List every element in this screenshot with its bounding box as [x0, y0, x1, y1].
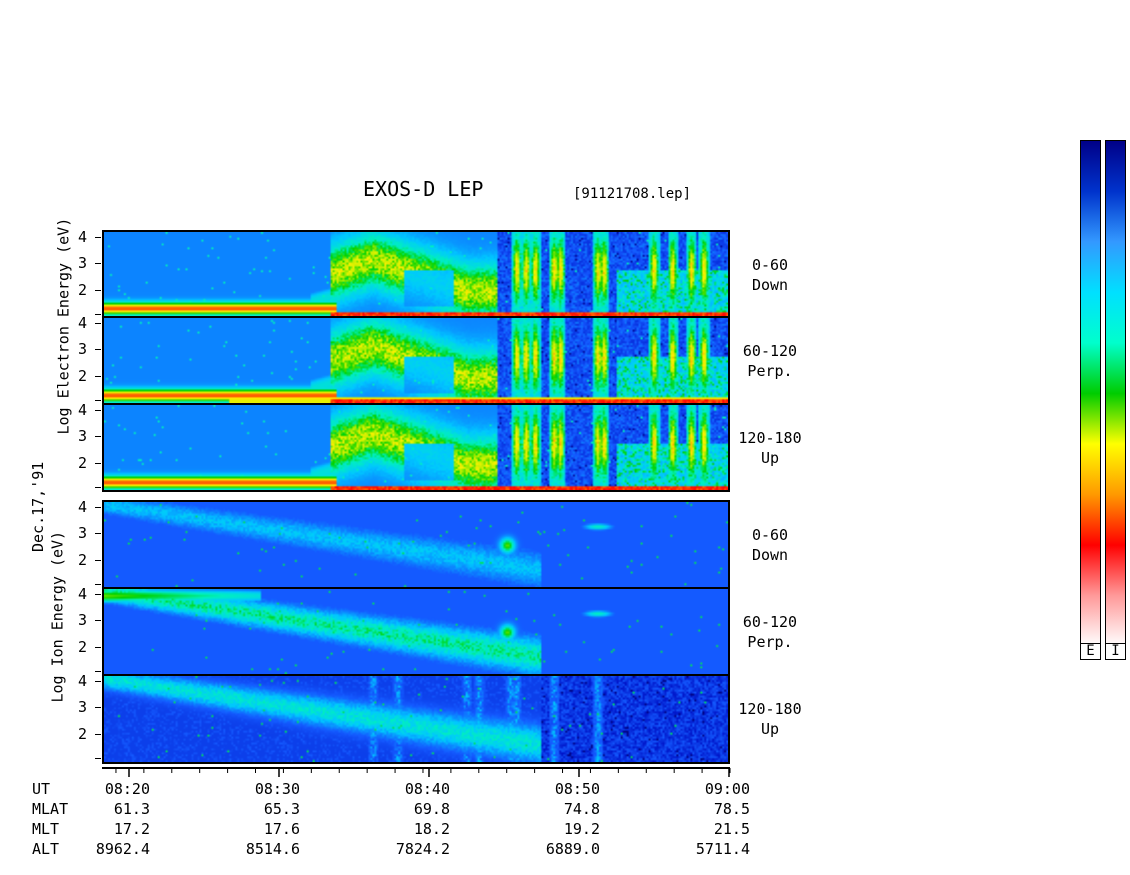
- y-tick-mark: [95, 620, 101, 621]
- panel-direction-label: Up: [760, 720, 780, 738]
- orbit-value: 6889.0: [545, 840, 600, 858]
- panel-direction-label: Down: [751, 546, 789, 564]
- orbit-value: 7824.2: [395, 840, 450, 858]
- panel-ion-up: [102, 674, 730, 764]
- y-tick-label: 4: [78, 314, 88, 332]
- y-tick-label: 4: [78, 228, 88, 246]
- y-tick-mark: [95, 263, 101, 264]
- y-tick-label: 3: [78, 698, 88, 716]
- y-tick-mark: [95, 758, 101, 759]
- y-tick-mark: [95, 584, 101, 585]
- orbit-value: 78.5: [713, 800, 750, 818]
- orbit-value: 61.3: [113, 800, 150, 818]
- orbit-value: 69.8: [413, 800, 450, 818]
- colorbar-electron: [1080, 140, 1101, 647]
- y-tick-label: 4: [78, 401, 88, 419]
- y-tick-mark: [95, 314, 101, 315]
- orbit-value: 08:30: [254, 780, 300, 798]
- y-tick-label: 2: [78, 551, 88, 569]
- orbit-row-label: ALT: [32, 840, 60, 858]
- y-tick-label: 2: [78, 281, 88, 299]
- y-tick-label: 2: [78, 367, 88, 385]
- orbit-value: 8962.4: [95, 840, 150, 858]
- panel-direction-label: Perp.: [747, 362, 793, 380]
- panel-ion-down: [102, 500, 730, 589]
- y-tick-mark: [95, 349, 101, 350]
- y-tick-label: 3: [78, 427, 88, 445]
- y-tick-mark: [95, 463, 101, 464]
- spectrogram-electron-perp: [104, 318, 728, 403]
- file-name: [91121708.lep]: [573, 186, 692, 202]
- chart-title: EXOS-D LEP: [363, 177, 484, 201]
- panel-angle-label: 120-180: [738, 700, 802, 718]
- y-tick-mark: [95, 410, 101, 411]
- y-tick-mark: [95, 734, 101, 735]
- spectrogram-electron-down: [104, 232, 728, 316]
- colorbar-ion-label: I: [1105, 643, 1126, 660]
- orbit-value: 08:20: [104, 780, 150, 798]
- orbit-value: 8514.6: [245, 840, 300, 858]
- panel-direction-label: Down: [751, 276, 789, 294]
- y-tick-label: 3: [78, 524, 88, 542]
- y-tick-mark: [95, 533, 101, 534]
- orbit-value: 5711.4: [695, 840, 750, 858]
- orbit-value: 74.8: [563, 800, 600, 818]
- panel-electron-up: [102, 403, 730, 492]
- panel-angle-label: 60-120: [742, 613, 798, 631]
- y-tick-label: 4: [78, 498, 88, 516]
- y-tick-label: 3: [78, 340, 88, 358]
- y-tick-label: 4: [78, 585, 88, 603]
- orbit-value: 08:40: [404, 780, 450, 798]
- spectrogram-ion-perp: [104, 589, 728, 674]
- orbit-value: 17.6: [263, 820, 300, 838]
- orbit-value: 09:00: [704, 780, 750, 798]
- y-tick-label: 2: [78, 725, 88, 743]
- spectrogram-ion-down: [104, 502, 728, 587]
- orbit-row-label: MLAT: [32, 800, 69, 818]
- spectrogram-electron-up: [104, 405, 728, 490]
- orbit-value: 21.5: [713, 820, 750, 838]
- y-tick-mark: [95, 647, 101, 648]
- y-tick-mark: [95, 594, 101, 595]
- y-tick-mark: [95, 560, 101, 561]
- y-tick-label: 2: [78, 454, 88, 472]
- spectrogram-ion-up: [104, 676, 728, 762]
- panel-direction-label: Perp.: [747, 633, 793, 651]
- y-tick-label: 4: [78, 672, 88, 690]
- y-tick-mark: [95, 237, 101, 238]
- y-tick-mark: [95, 376, 101, 377]
- y-tick-mark: [95, 436, 101, 437]
- panel-angle-label: 0-60: [751, 526, 789, 544]
- y-tick-mark: [95, 707, 101, 708]
- colorbar-electron-label: E: [1080, 643, 1101, 660]
- orbit-value: 65.3: [263, 800, 300, 818]
- y-tick-label: 2: [78, 638, 88, 656]
- y-tick-mark: [95, 681, 101, 682]
- y-tick-mark: [95, 290, 101, 291]
- colorbar-ion: [1105, 140, 1126, 647]
- panel-angle-label: 0-60: [751, 256, 789, 274]
- orbit-value: 18.2: [413, 820, 450, 838]
- panel-direction-label: Up: [760, 449, 780, 467]
- y-tick-mark: [95, 400, 101, 401]
- y-tick-mark: [95, 487, 101, 488]
- y-tick-label: 3: [78, 611, 88, 629]
- orbit-row-label: MLT: [32, 820, 60, 838]
- y-tick-mark: [95, 507, 101, 508]
- panel-angle-label: 60-120: [742, 342, 798, 360]
- y-tick-mark: [95, 671, 101, 672]
- orbit-value: 19.2: [563, 820, 600, 838]
- y-tick-label: 3: [78, 254, 88, 272]
- panel-angle-label: 120-180: [738, 429, 802, 447]
- orbit-value: 17.2: [113, 820, 150, 838]
- orbit-row-label: UT: [32, 780, 51, 798]
- orbit-value: 08:50: [554, 780, 600, 798]
- y-tick-mark: [95, 323, 101, 324]
